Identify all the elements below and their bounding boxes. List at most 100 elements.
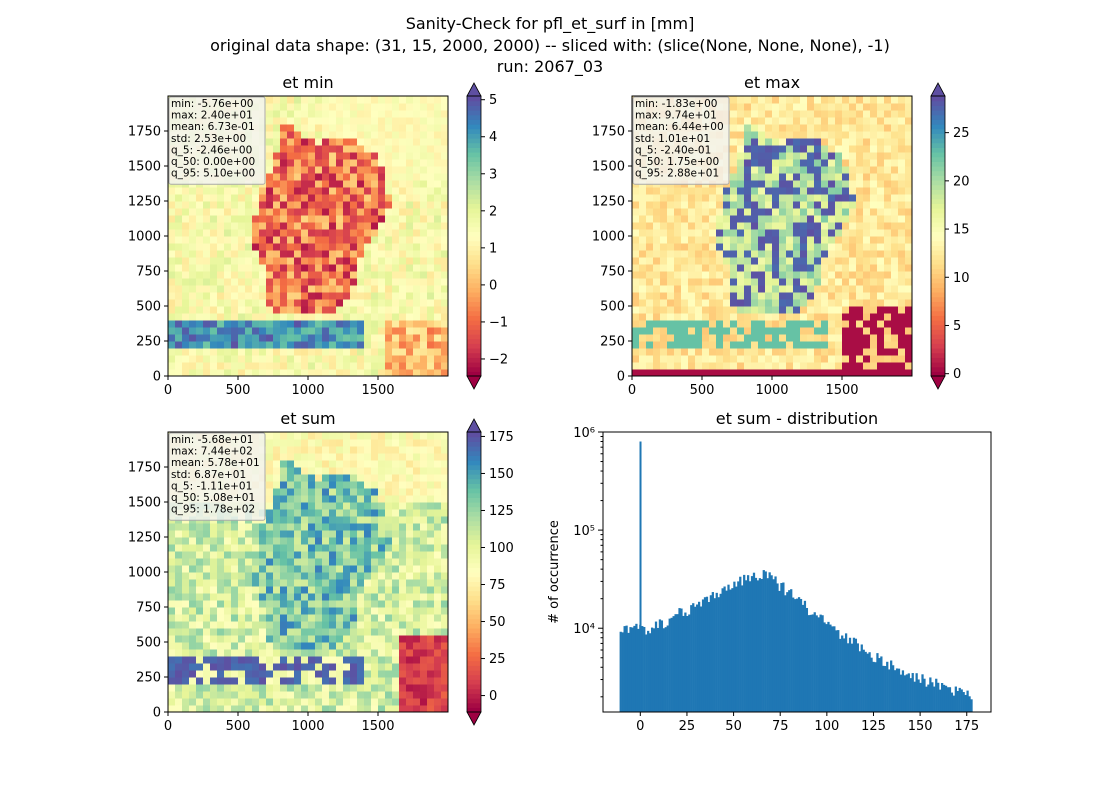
heatmap-cell xyxy=(758,173,766,181)
heatmap-cell xyxy=(730,341,738,349)
heatmap-cell xyxy=(287,649,295,657)
heatmap-cell xyxy=(217,222,225,230)
heatmap-cell xyxy=(287,537,295,545)
heatmap-cell xyxy=(863,313,871,321)
heatmap-cell xyxy=(835,187,843,195)
heatmap-cell xyxy=(245,201,253,209)
heatmap-cell xyxy=(884,166,892,174)
heatmap-cell xyxy=(765,341,773,349)
colorbar-tick-label: 3 xyxy=(489,167,497,182)
heatmap-cell xyxy=(716,285,724,293)
heatmap-cell xyxy=(856,299,864,307)
heatmap-cell xyxy=(182,572,190,580)
heatmap-cell xyxy=(406,558,414,566)
heatmap-cell xyxy=(182,635,190,643)
heatmap-cell xyxy=(168,187,176,195)
heatmap-cell xyxy=(632,257,640,265)
heatmap-cell xyxy=(168,299,176,307)
heatmap-cell xyxy=(378,341,386,349)
heatmap-cell xyxy=(786,257,794,265)
heatmap-cell xyxy=(385,677,393,685)
heatmap-cell xyxy=(877,180,885,188)
heatmap-cell xyxy=(884,299,892,307)
heatmap-cell xyxy=(681,250,689,258)
heatmap-cell xyxy=(413,523,421,531)
heatmap-cell xyxy=(273,537,281,545)
heatmap-cell xyxy=(385,565,393,573)
heatmap-cell xyxy=(406,138,414,146)
heatmap-cell xyxy=(441,166,449,174)
heatmap-cell xyxy=(392,222,400,230)
heatmap-cell xyxy=(189,698,197,706)
heatmap-cell xyxy=(322,691,330,699)
heatmap-cell xyxy=(399,138,407,146)
heatmap-cell xyxy=(280,264,288,272)
heatmap-cell xyxy=(884,208,892,216)
colorbar-segment xyxy=(467,282,481,288)
heatmap-cell xyxy=(877,341,885,349)
heatmap-cell xyxy=(210,572,218,580)
heatmap-cell xyxy=(203,677,211,685)
heatmap-cell xyxy=(639,355,647,363)
heatmap-cell xyxy=(420,649,428,657)
heatmap-cell xyxy=(336,614,344,622)
heatmap-cell xyxy=(441,222,449,230)
heatmap-cell xyxy=(709,334,717,342)
heatmap-cell xyxy=(807,264,815,272)
heatmap-cell xyxy=(413,474,421,482)
heatmap-cell xyxy=(793,103,801,111)
heatmap-cell xyxy=(399,572,407,580)
heatmap-cell xyxy=(898,271,906,279)
heatmap-cell xyxy=(231,565,239,573)
heatmap-cell xyxy=(294,628,302,636)
heatmap-cell xyxy=(681,313,689,321)
heatmap-cell xyxy=(723,222,731,230)
heatmap-cell xyxy=(695,243,703,251)
heatmap-cell xyxy=(378,124,386,132)
heatmap-cell xyxy=(343,502,351,510)
heatmap-cell xyxy=(238,201,246,209)
heatmap-cell xyxy=(385,607,393,615)
heatmap-cell xyxy=(863,96,871,104)
heatmap-cell xyxy=(245,656,253,664)
heatmap-cell xyxy=(231,271,239,279)
heatmap-cell xyxy=(639,320,647,328)
heatmap-cell xyxy=(203,243,211,251)
heatmap-cell xyxy=(308,236,316,244)
heatmap-cell xyxy=(434,306,442,314)
heatmap-cell xyxy=(898,369,906,377)
heatmap-cell xyxy=(357,348,365,356)
heatmap-cell xyxy=(315,642,323,650)
heatmap-cell xyxy=(280,544,288,552)
heatmap-cell xyxy=(898,250,906,258)
heatmap-cell xyxy=(315,677,323,685)
heatmap-cell xyxy=(294,656,302,664)
heatmap-cell xyxy=(702,271,710,279)
heatmap-cell xyxy=(399,208,407,216)
heatmap-cell xyxy=(364,698,372,706)
colorbar-segment xyxy=(931,189,945,195)
heatmap-cell xyxy=(399,705,407,713)
heatmap-cell xyxy=(238,327,246,335)
heatmap-cell xyxy=(273,194,281,202)
heatmap-cell xyxy=(357,649,365,657)
heatmap-cell xyxy=(175,229,183,237)
heatmap-cell xyxy=(695,194,703,202)
heatmap-cell xyxy=(378,243,386,251)
heatmap-cell xyxy=(639,299,647,307)
heatmap-cell xyxy=(224,194,232,202)
heatmap-cell xyxy=(175,208,183,216)
heatmap-cell xyxy=(266,488,274,496)
heatmap-cell xyxy=(870,306,878,314)
heatmap-cell xyxy=(294,530,302,538)
heatmap-cell xyxy=(800,334,808,342)
heatmap-cell xyxy=(175,369,183,377)
heatmap-cell xyxy=(301,320,309,328)
heatmap-cell xyxy=(877,103,885,111)
heatmap-cell xyxy=(870,208,878,216)
heatmap-cell xyxy=(231,194,239,202)
heatmap-cell xyxy=(273,173,281,181)
heatmap-cell xyxy=(856,320,864,328)
heatmap-cell xyxy=(821,257,829,265)
heatmap-cell xyxy=(350,544,358,552)
